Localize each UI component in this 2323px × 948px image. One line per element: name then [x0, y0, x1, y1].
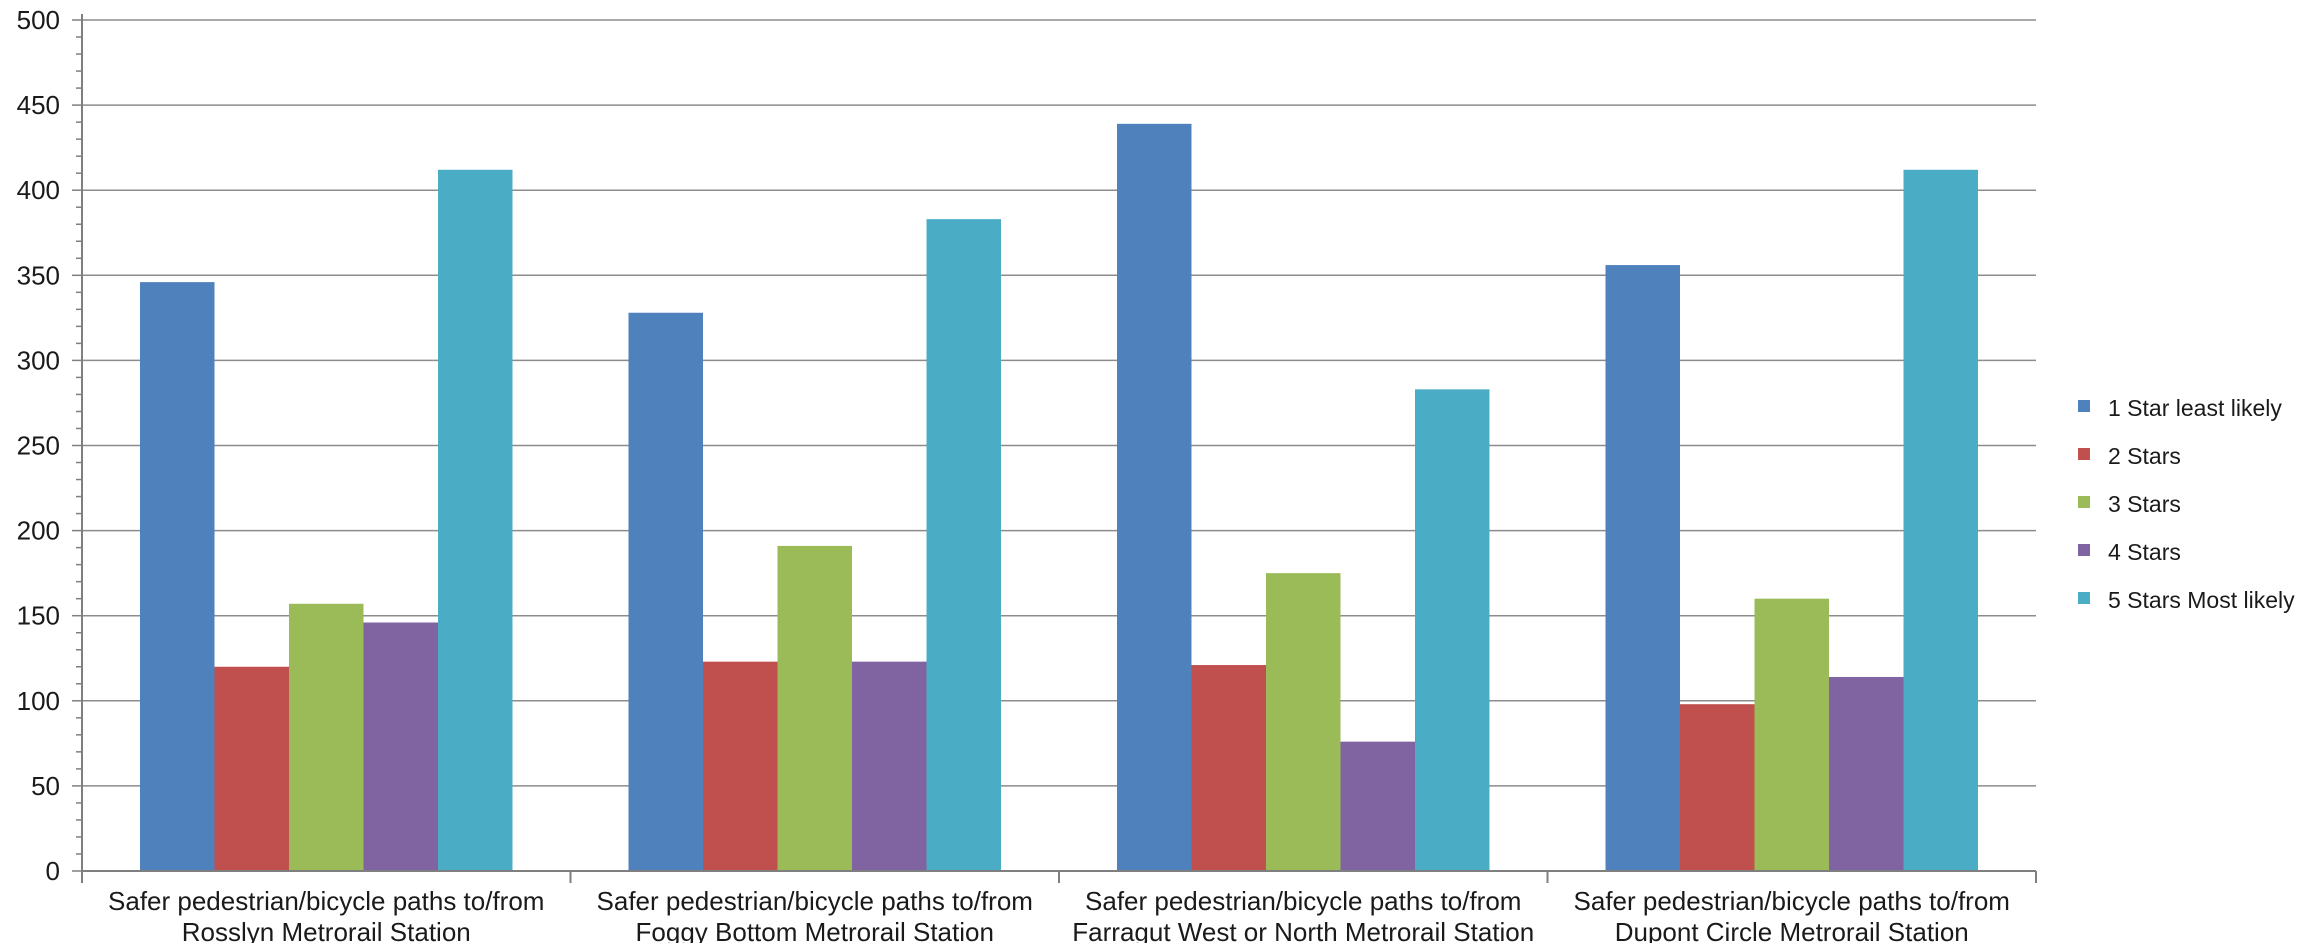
bar-2-category-1 — [214, 666, 289, 871]
bar-3-category-4 — [1754, 598, 1829, 871]
bar-1-category-1 — [140, 282, 215, 871]
bar-4-category-4 — [1829, 676, 1904, 871]
bars — [140, 123, 1978, 871]
y-tick-label: 250 — [17, 431, 60, 461]
x-category-labels: Safer pedestrian/bicycle paths to/fromRo… — [108, 886, 2010, 947]
x-category-label: Foggy Bottom Metrorail Station — [636, 917, 994, 943]
y-tick-label: 300 — [17, 345, 60, 375]
y-tick-label: 0 — [46, 856, 60, 886]
bar-3-category-2 — [777, 545, 852, 871]
bar-5-category-1 — [438, 169, 513, 871]
x-category-label: Dupont Circle Metrorail Station — [1615, 917, 1969, 943]
legend-swatch — [2078, 544, 2090, 556]
bar-2-category-3 — [1191, 665, 1266, 871]
x-category-label: Safer pedestrian/bicycle paths to/from — [597, 886, 1033, 916]
y-tick-labels: 0 50 100 150 200 250 300 350 400 450 500 — [17, 5, 60, 886]
bar-5-category-4 — [1903, 169, 1978, 871]
bar-1-category-2 — [628, 312, 703, 871]
axes — [72, 14, 2037, 883]
x-category-label: Safer pedestrian/bicycle paths to/from — [1085, 886, 1521, 916]
x-category-label: Rosslyn Metrorail Station — [182, 917, 471, 943]
bar-1-category-4 — [1605, 265, 1680, 871]
bar-5-category-2 — [926, 219, 1001, 871]
y-tick-label: 450 — [17, 90, 60, 120]
legend-swatch — [2078, 448, 2090, 460]
y-tick-label: 200 — [17, 516, 60, 546]
bar-1-category-3 — [1117, 123, 1192, 871]
bar-4-category-2 — [852, 661, 927, 871]
bar-4-category-1 — [363, 622, 438, 871]
y-tick-label: 100 — [17, 686, 60, 716]
legend-swatch — [2078, 496, 2090, 508]
x-category-label: Safer pedestrian/bicycle paths to/from — [1574, 886, 2010, 916]
legend: 1 Star least likely 2 Stars 3 Stars 4 Stars… — [2078, 395, 2295, 613]
y-tick-label: 150 — [17, 601, 60, 631]
bar-2-category-2 — [703, 661, 778, 871]
legend-label: 3 Stars — [2108, 491, 2181, 517]
y-tick-label: 400 — [17, 175, 60, 205]
y-tick-label: 50 — [31, 771, 60, 801]
legend-label: 2 Stars — [2108, 443, 2181, 469]
legend-swatch — [2078, 592, 2090, 604]
x-category-label: Safer pedestrian/bicycle paths to/from — [108, 886, 544, 916]
legend-swatch — [2078, 400, 2090, 412]
bar-3-category-3 — [1266, 573, 1341, 871]
legend-label: 1 Star least likely — [2108, 395, 2282, 421]
bar-5-category-3 — [1415, 389, 1490, 871]
legend-label: 4 Stars — [2108, 539, 2181, 565]
bar-3-category-1 — [289, 603, 364, 871]
legend-label: 5 Stars Most likely — [2108, 587, 2295, 613]
bar-4-category-3 — [1340, 741, 1415, 871]
x-category-label: Farragut West or North Metrorail Station — [1072, 917, 1534, 943]
bar-2-category-4 — [1680, 704, 1755, 871]
y-tick-label: 500 — [17, 5, 60, 35]
y-tick-label: 350 — [17, 260, 60, 290]
